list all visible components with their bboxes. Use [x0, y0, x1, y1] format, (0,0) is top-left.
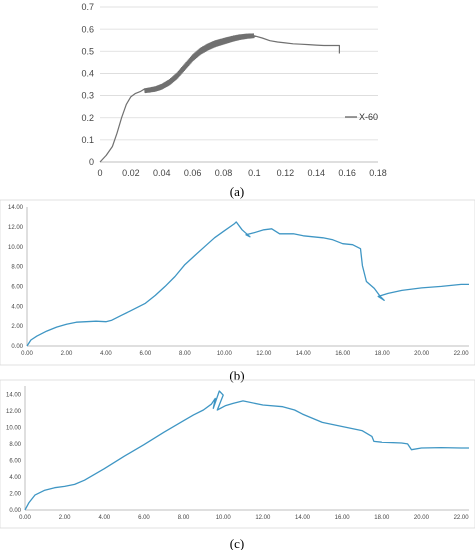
chart-panel-a: 0 0.1 0.2 0.3 0.4 0.5 0.6 0.7 0 0.02 0.04 0.06 0.08 0… [81, 2, 386, 178]
y-tick-label: 0 [89, 157, 94, 167]
x-tick-label: 6.00 [140, 351, 152, 357]
x-tick-label: 20.00 [414, 351, 430, 357]
x-tick-label: 22.00 [454, 515, 470, 521]
y-tick-label: 0.00 [9, 508, 21, 514]
x-tick-label: 14.00 [296, 351, 312, 357]
y-tick-label: 0.4 [81, 69, 94, 79]
y-tick-label: 8.00 [9, 442, 21, 448]
chart-panel-c: 0.00 2.00 4.00 6.00 8.00 10.00 12.00 14.00 0.00 2… [0, 379, 475, 529]
x-tick-label: 0.02 [122, 168, 140, 178]
series-line-1 [24, 390, 469, 511]
x-tick-label: 4.00 [98, 515, 110, 521]
series-line-1 [26, 221, 469, 347]
x-tick-label: 0.00 [19, 515, 31, 521]
y-tick-label: 14.00 [6, 392, 22, 398]
x-tick-label: 0.12 [277, 168, 295, 178]
x-tick-label: 22.00 [454, 351, 470, 357]
y-tick-label: 0.5 [81, 46, 94, 56]
x-tick-label: 6.00 [138, 515, 150, 521]
chart-frame [0, 379, 475, 529]
x-tick-label: 8.00 [179, 351, 191, 357]
x-tick-label: 0.08 [215, 168, 233, 178]
y-tick-label: 6.00 [11, 285, 23, 291]
y-tick-label: 0.2 [81, 113, 94, 123]
x-tick-label: 0.14 [307, 168, 325, 178]
y-tick-label: 4.00 [11, 304, 23, 310]
x-tick-label: 0 [97, 168, 102, 178]
y-tick-label: 10.00 [8, 245, 24, 251]
y-tick-label: 8.00 [11, 265, 23, 271]
legend-label: X-60 [359, 112, 378, 122]
x-tick-label: 16.00 [335, 515, 351, 521]
y-tick-label: 0.1 [81, 135, 94, 145]
x-tick-label: 8.00 [178, 515, 190, 521]
x-tick-label: 10.00 [216, 515, 232, 521]
y-tick-label: 12.00 [8, 225, 24, 231]
y-tick-label: 10.00 [6, 425, 22, 431]
chart-panel-b: 0.00 2.00 4.00 6.00 8.00 10.00 12.00 14.00 0.00 2… [0, 199, 475, 366]
y-tick-label: 6.00 [9, 459, 21, 465]
y-tick-label: 0.7 [81, 2, 94, 12]
x-tick-label: 0.04 [153, 168, 171, 178]
y-tick-label: 0.00 [11, 344, 23, 350]
x-tick-label: 2.00 [59, 515, 71, 521]
x-tick-label: 12.00 [256, 351, 272, 357]
x-tick-label: 20.00 [414, 515, 430, 521]
x-tick-label: 10.00 [217, 351, 233, 357]
panel-label-c: (c) [230, 536, 244, 550]
x-tick-label: 0.1 [248, 168, 261, 178]
y-tick-label: 4.00 [9, 475, 21, 481]
x-tick-label: 0.18 [369, 168, 387, 178]
series-line-x-60 [99, 33, 340, 163]
y-tick-label: 12.00 [6, 409, 22, 415]
y-tick-label: 2.00 [11, 324, 23, 330]
panel-label-b: (b) [229, 368, 244, 383]
y-tick-label: 2.00 [9, 492, 21, 498]
x-tick-label: 0.16 [338, 168, 356, 178]
x-tick-label: 16.00 [335, 351, 351, 357]
y-tick-label: 14.00 [8, 205, 24, 211]
chart-frame [0, 199, 475, 366]
x-tick-label: 14.00 [295, 515, 311, 521]
y-tick-label: 0.3 [81, 91, 94, 101]
x-tick-label: 18.00 [374, 515, 390, 521]
panel-label-a: (a) [230, 184, 244, 199]
y-tick-label: 0.6 [81, 24, 94, 34]
x-tick-label: 2.00 [61, 351, 73, 357]
x-tick-label: 0.00 [21, 351, 33, 357]
x-tick-label: 4.00 [100, 351, 112, 357]
x-tick-label: 12.00 [255, 515, 271, 521]
x-tick-label: 0.06 [184, 168, 202, 178]
x-tick-label: 18.00 [375, 351, 391, 357]
